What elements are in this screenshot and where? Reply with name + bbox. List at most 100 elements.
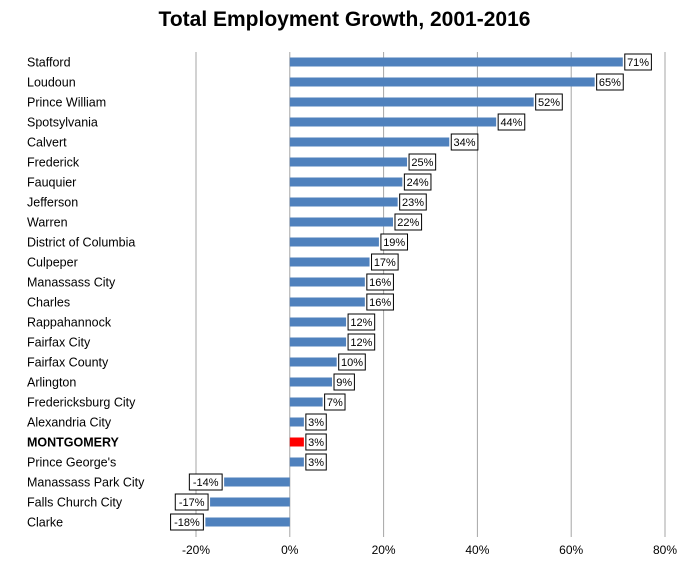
data-label: 25% (411, 157, 433, 169)
category-label: Jefferson (27, 196, 78, 210)
data-label-box (170, 513, 204, 531)
data-label: 19% (383, 237, 405, 249)
bar (289, 237, 379, 247)
category-label: Frederick (27, 156, 80, 170)
category-label: Loudoun (27, 76, 76, 90)
bar (289, 217, 393, 227)
data-label-box (305, 453, 327, 471)
bar (289, 177, 403, 187)
bar (289, 397, 323, 407)
category-label: Prince George's (27, 456, 116, 470)
category-label: Rappahannock (27, 316, 112, 330)
category-label: Fauquier (27, 176, 76, 190)
data-label-box (596, 73, 624, 91)
bar (289, 357, 337, 367)
bar (289, 157, 408, 167)
bar (289, 97, 534, 107)
category-label: Fredericksburg City (27, 396, 136, 410)
x-tick-label: -20% (182, 543, 210, 557)
data-label: 23% (402, 197, 424, 209)
category-label: Falls Church City (27, 496, 123, 510)
data-label-box (338, 353, 366, 371)
category-label: Fairfax City (27, 336, 91, 350)
bar (289, 77, 595, 87)
data-label-box (394, 213, 423, 231)
category-label: Alexandria City (27, 416, 112, 430)
chart-title: Total Employment Growth, 2001-2016 (158, 8, 531, 31)
bar (289, 337, 347, 347)
bar (289, 417, 304, 427)
data-label-box (347, 313, 376, 331)
data-label-box (347, 333, 376, 351)
data-label-box (188, 473, 223, 491)
category-label: Arlington (27, 376, 76, 390)
data-label: 3% (308, 457, 324, 469)
data-label-box (380, 233, 409, 251)
bar (224, 477, 290, 487)
data-label-box (305, 433, 327, 451)
data-label: 71% (627, 57, 649, 69)
x-tick-label: 60% (559, 543, 583, 557)
category-label: Warren (27, 216, 68, 230)
data-label-box (174, 493, 209, 511)
data-label: 22% (397, 217, 419, 229)
data-label: 65% (599, 77, 621, 89)
data-label: 7% (327, 397, 343, 409)
x-tick-label: 80% (653, 543, 677, 557)
category-label: Manassass City (27, 276, 116, 290)
bar (289, 457, 304, 467)
data-label-box (366, 273, 394, 291)
category-label: MONTGOMERY (27, 436, 120, 450)
data-label-box (624, 53, 652, 71)
bar (205, 517, 290, 527)
data-label-box (408, 153, 437, 171)
bar (289, 437, 304, 447)
x-tick-label: 20% (372, 543, 396, 557)
data-label: 34% (454, 137, 476, 149)
category-label: Calvert (27, 136, 67, 150)
data-label-box (305, 413, 327, 431)
data-label: 3% (308, 437, 324, 449)
bar (289, 377, 333, 387)
data-label: 16% (369, 277, 391, 289)
bar (289, 297, 365, 307)
data-label: -17% (179, 497, 205, 509)
category-label: Prince William (27, 96, 106, 110)
data-label: 12% (350, 337, 372, 349)
bar (289, 257, 370, 267)
category-label: Culpeper (27, 256, 78, 270)
x-tick-label: 0% (281, 543, 299, 557)
bar (289, 317, 347, 327)
data-label: 44% (500, 117, 522, 129)
data-label: 9% (336, 377, 352, 389)
bar (289, 277, 365, 287)
data-label: 24% (407, 177, 429, 189)
category-label: Spotsylvania (27, 116, 98, 130)
data-label: 10% (341, 357, 363, 369)
data-label-box (399, 193, 427, 211)
bar (289, 57, 623, 67)
data-label: 17% (374, 257, 396, 269)
bar (210, 497, 290, 507)
data-label-box (366, 293, 394, 311)
x-tick-label: 40% (465, 543, 489, 557)
data-label: -18% (174, 517, 200, 529)
data-label-box (497, 113, 526, 131)
data-label: 16% (369, 297, 391, 309)
bar (289, 117, 497, 127)
bar (289, 197, 398, 207)
category-label: Fairfax County (27, 356, 109, 370)
data-label: -14% (193, 477, 219, 489)
data-label: 52% (538, 97, 560, 109)
bar (289, 137, 450, 147)
category-label: Charles (27, 296, 70, 310)
data-label-box (450, 133, 479, 151)
category-label: Manassass Park City (27, 476, 145, 490)
data-label: 3% (308, 417, 324, 429)
data-label-box (324, 393, 346, 411)
data-label-box (333, 373, 355, 391)
category-label: Clarke (27, 516, 63, 530)
data-label: 12% (350, 317, 372, 329)
category-label: Stafford (27, 56, 71, 70)
